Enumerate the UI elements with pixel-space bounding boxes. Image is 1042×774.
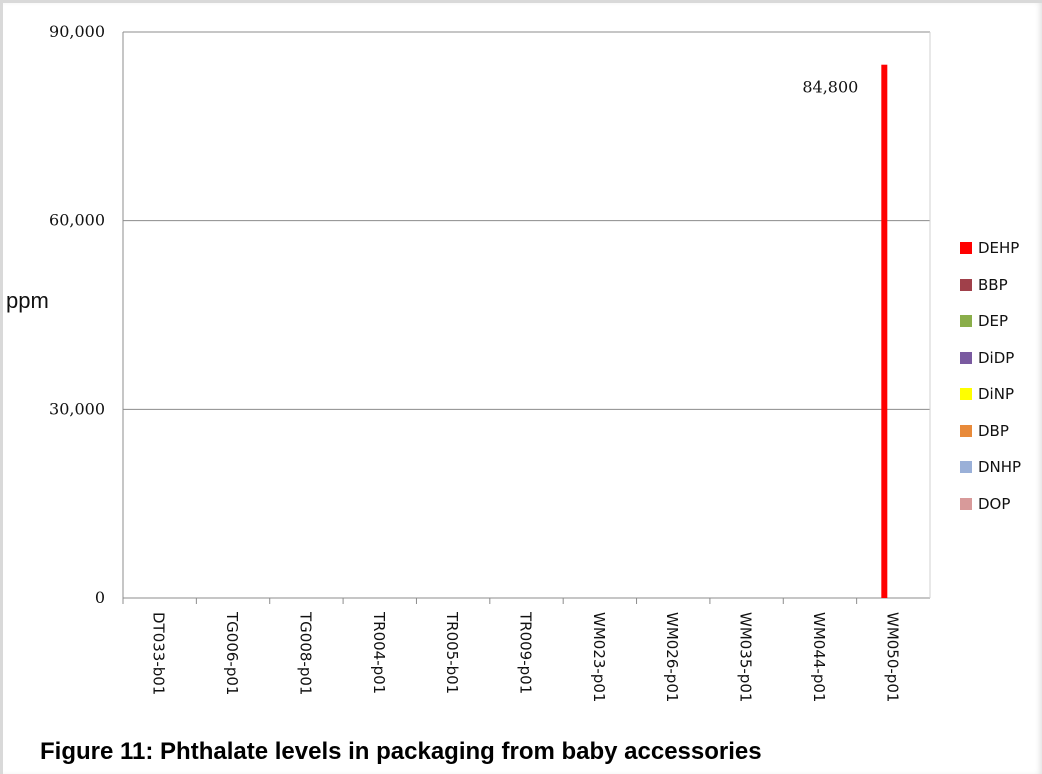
legend-label: BBP [978,275,1008,294]
legend-item: DNHP [960,449,1021,486]
y-tick-label: 30,000 [49,399,105,418]
legend-swatch [960,351,972,364]
legend-label: DiNP [978,385,1014,404]
legend-item: DiDP [960,340,1021,377]
legend-item: DBP [960,413,1021,450]
x-tick-label: TG008-p01 [296,611,314,695]
data-label: 84,800 [802,78,858,97]
legend-swatch [960,315,972,328]
y-tick-label: 90,000 [49,22,105,41]
legend-item: DOP [960,486,1021,523]
legend-label: DOP [978,494,1011,513]
legend-swatch [960,424,972,437]
y-tick-label: 0 [95,588,105,607]
y-tick-label: 60,000 [49,211,105,230]
x-tick-label: TR009-p01 [517,611,535,694]
legend-swatch [960,388,972,401]
legend-label: DBP [978,421,1009,440]
legend-swatch [960,497,972,510]
legend-item: DiNP [960,376,1021,413]
legend-label: DNHP [978,458,1022,477]
x-tick-label: DT033-b01 [150,612,168,695]
x-tick-label: WM044-p01 [810,612,828,702]
x-tick-label: WM050-p01 [883,612,901,702]
legend-label: DiDP [978,348,1015,367]
x-tick-label: TR004-p01 [370,611,388,694]
legend-label: DEHP [978,239,1020,258]
legend-swatch [960,242,972,255]
figure-caption: Figure 11: Phthalate levels in packaging… [40,738,762,765]
x-tick-label: TG006-p01 [223,611,241,695]
x-tick-label: WM035-p01 [737,612,755,702]
bar-dehp-wm050-p01 [881,64,888,599]
y-axis-label: ppm [6,288,49,313]
legend-item: DEP [960,303,1021,340]
legend-item: DEHP [960,230,1021,267]
chart-legend: DEHP BBP DEP DiDP DiNP DBP DNHP DOP [960,230,1021,522]
legend-swatch [960,278,972,291]
x-tick-label: TR005-b01 [443,611,461,694]
x-tick-label: WM026-p01 [663,612,681,702]
x-tick-label: WM023-p01 [590,612,608,702]
legend-label: DEP [978,312,1009,331]
legend-item: BBP [960,267,1021,304]
legend-swatch [960,461,972,474]
